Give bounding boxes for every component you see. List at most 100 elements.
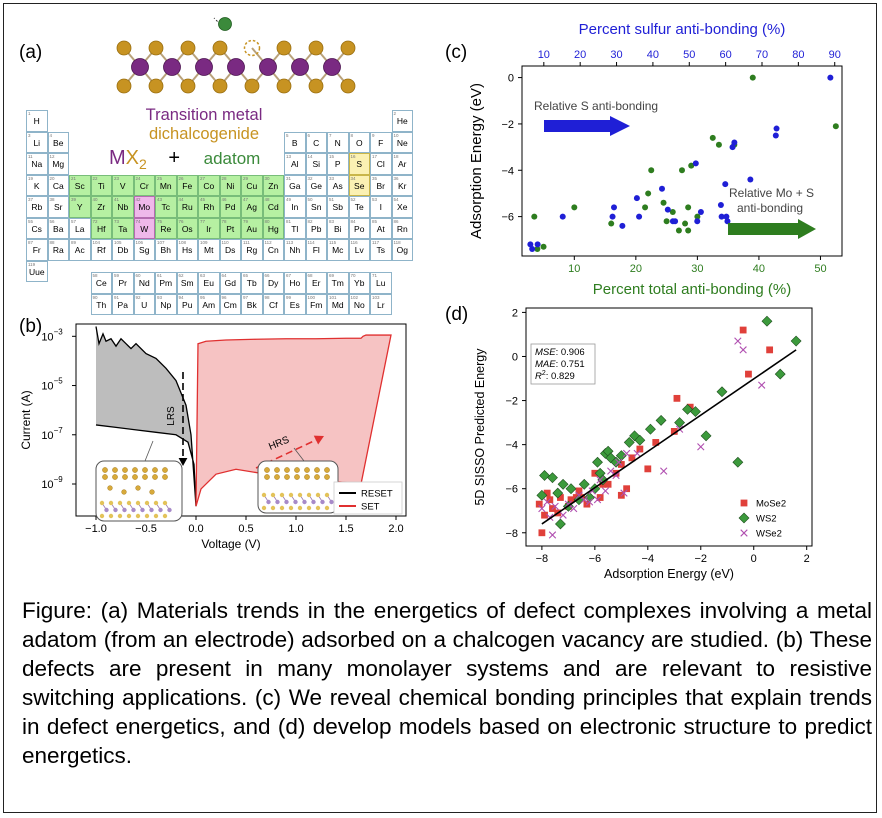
x-tick-label: 0.5 xyxy=(238,523,253,535)
element-cell-cl: 17 Cl xyxy=(370,153,392,175)
element-symbol: Ac xyxy=(74,245,85,255)
atomic-number: 98 xyxy=(264,294,270,300)
electrode-atom xyxy=(314,474,320,480)
ws2-point xyxy=(610,456,622,468)
element-symbol: Pu xyxy=(182,299,193,310)
element-cell-cs: 55 Cs xyxy=(26,217,48,239)
atomic-number: 14 xyxy=(307,154,313,159)
atomic-number: 90 xyxy=(92,294,98,300)
atomic-number: 48 xyxy=(264,197,270,202)
atomic-number: 46 xyxy=(221,197,227,202)
wse2-point xyxy=(757,381,766,389)
atomic-number: 27 xyxy=(200,175,206,181)
tmd-title-line1: Transition metal xyxy=(145,106,263,124)
element-symbol: Zn xyxy=(268,180,279,191)
crystal-structure-illustration xyxy=(116,17,356,94)
element-symbol: Ar xyxy=(398,159,407,169)
element-symbol: Dy xyxy=(268,278,279,289)
mose2-point xyxy=(628,454,636,462)
y-tick-label: 10−3 xyxy=(41,327,63,343)
green-point xyxy=(534,246,541,253)
lattice-s-atom xyxy=(108,513,114,519)
panel-label-b: (b) xyxy=(19,316,43,337)
element-cell-br: 35 Br xyxy=(370,174,392,196)
atomic-number: 112 xyxy=(264,240,272,245)
wse2-point xyxy=(559,511,567,519)
metal-atom xyxy=(195,58,213,76)
lattice-s-atom xyxy=(126,513,132,519)
element-cell-po: 84 Po xyxy=(348,217,370,239)
element-symbol: Ca xyxy=(52,180,64,191)
element-symbol: Li xyxy=(33,137,41,148)
green-point xyxy=(571,204,578,211)
atomic-number: 4 xyxy=(49,132,53,138)
stats-r2: R2: 0.829 xyxy=(535,370,575,382)
element-symbol: In xyxy=(291,202,299,212)
blue-point xyxy=(729,144,736,151)
element-symbol: Pm xyxy=(159,278,173,289)
green-point xyxy=(688,162,695,169)
electrode-atom xyxy=(112,467,118,473)
reset-series-line xyxy=(95,326,197,507)
x-axis-label: Percent total anti-bonding (%) xyxy=(593,281,791,298)
element-symbol: Cr xyxy=(139,180,149,191)
x-tick-label: 10 xyxy=(568,263,580,275)
element-cell-am: 95 Am xyxy=(198,293,220,316)
electrode-atom xyxy=(152,474,158,480)
element-cell-ho: 67 Ho xyxy=(284,272,306,294)
ws2-point xyxy=(655,414,667,426)
element-cell-tl: 81 Tl xyxy=(284,217,306,239)
lattice-s-atom xyxy=(288,505,294,511)
x2-tick-label: 60 xyxy=(720,49,732,61)
lattice-s-atom xyxy=(324,492,330,498)
green-point xyxy=(669,208,676,215)
atomic-number: 51 xyxy=(329,197,335,202)
atomic-number: 78 xyxy=(221,218,227,224)
chalcogen-atom xyxy=(212,40,228,56)
lattice-m-atom xyxy=(284,499,289,505)
atomic-number: 39 xyxy=(71,197,77,202)
atomic-number: 16 xyxy=(350,154,356,159)
element-cell-rh: 45 Rh xyxy=(198,196,220,218)
element-cell-u: 92 U xyxy=(133,293,155,316)
wse2-point xyxy=(739,346,747,354)
atomic-number: 49 xyxy=(286,197,292,202)
atomic-number: 106 xyxy=(135,240,144,245)
electrode-atom xyxy=(142,467,148,473)
electrode-atom xyxy=(304,474,310,480)
element-symbol: Rg xyxy=(246,245,258,255)
element-symbol: Mt xyxy=(204,245,214,255)
atomic-number: 31 xyxy=(286,175,292,181)
chalcogen-atom xyxy=(244,78,260,94)
atomic-number: 2 xyxy=(393,111,397,116)
chalcogen-atom xyxy=(308,78,324,94)
atomic-number: 12 xyxy=(49,154,55,159)
element-cell-cu: 29 Cu xyxy=(241,174,263,196)
element-symbol: Au xyxy=(246,223,257,234)
atomic-number: 56 xyxy=(49,218,55,224)
element-cell-cf: 98 Cf xyxy=(262,293,284,316)
element-symbol: Ho xyxy=(289,278,301,289)
blue-point xyxy=(772,132,779,139)
electrode-atom xyxy=(122,474,128,480)
wse2-point xyxy=(660,467,668,475)
blue-point xyxy=(723,213,730,220)
legend-entry: MoSe2 xyxy=(756,499,786,510)
element-cell-hg: 80 Hg xyxy=(262,217,284,239)
legend-box xyxy=(333,481,403,515)
green-point xyxy=(679,167,685,174)
electrode-atom xyxy=(142,474,148,480)
electrode-atom xyxy=(162,467,168,473)
element-cell-hf: 72 Hf xyxy=(90,217,112,239)
element-symbol: Tc xyxy=(161,202,171,212)
ws2-point xyxy=(578,478,590,490)
stats-mse: MSE: 0.906 xyxy=(535,347,585,358)
mose2-point xyxy=(652,439,660,446)
electrode-atom xyxy=(284,474,290,480)
mose2-point xyxy=(575,487,583,495)
lattice-m-atom xyxy=(266,499,271,505)
metal-atom xyxy=(323,58,341,76)
x-tick-label: 50 xyxy=(814,263,826,275)
wse2-point xyxy=(580,496,588,504)
element-symbol: Nh xyxy=(289,245,301,255)
